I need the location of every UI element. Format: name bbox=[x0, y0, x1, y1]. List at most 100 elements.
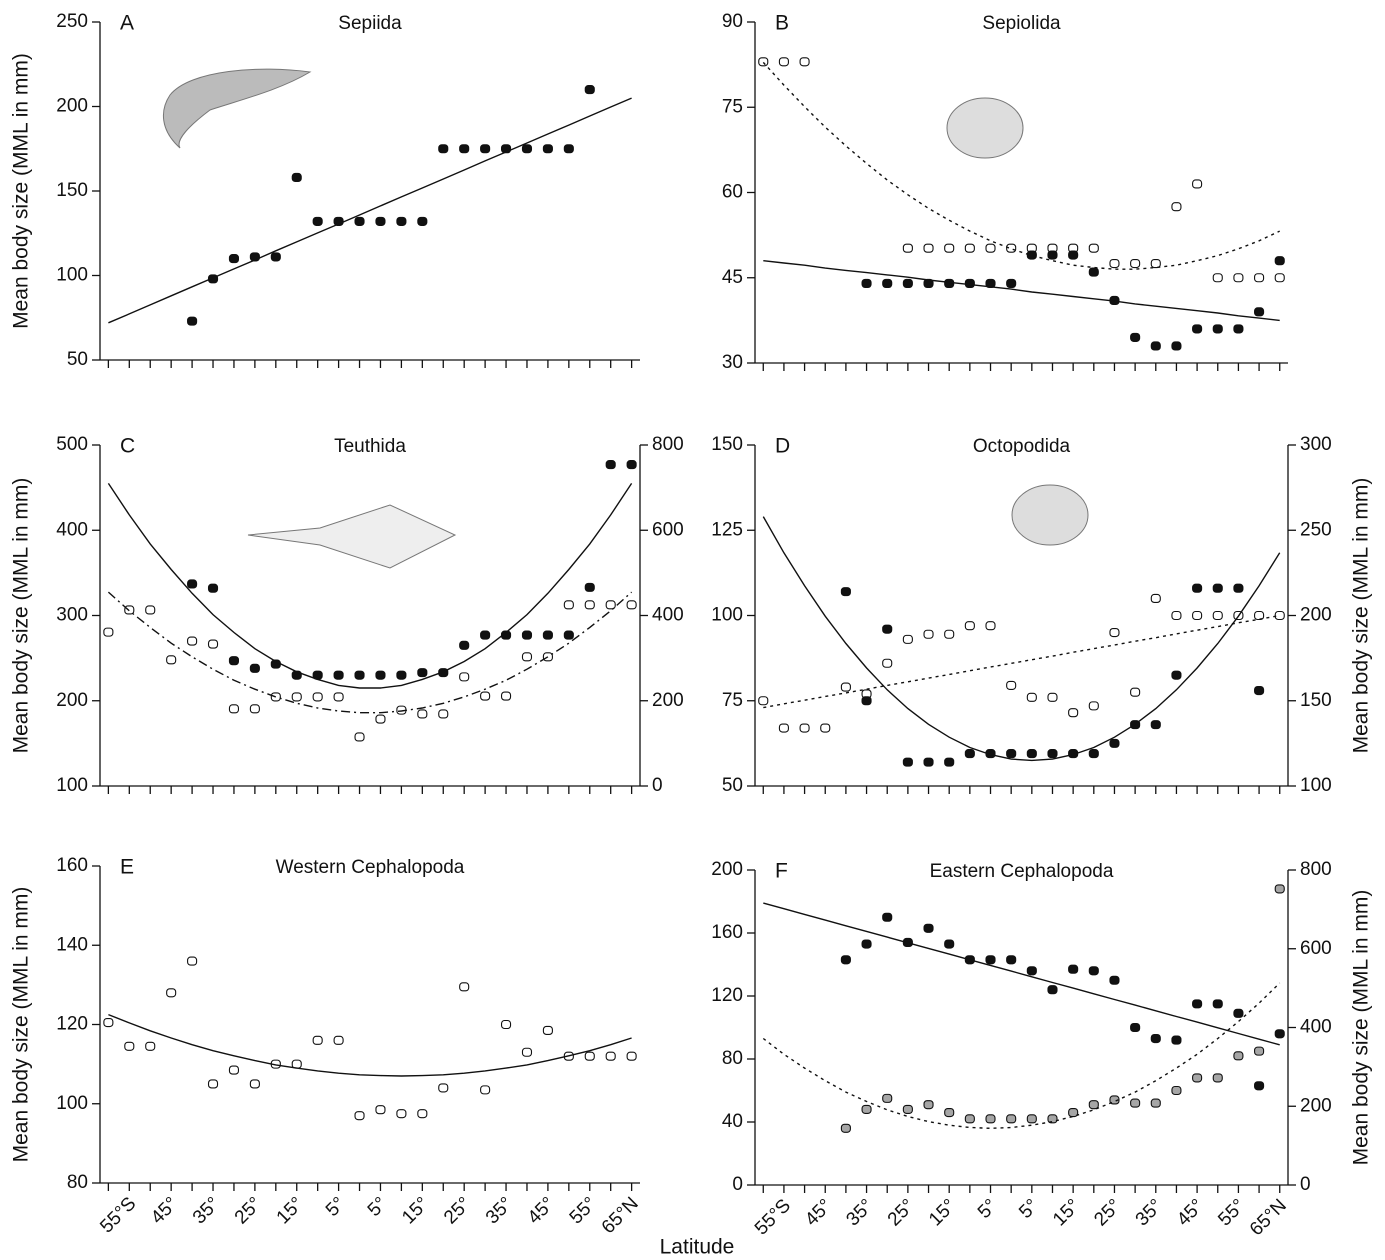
x-tick-label: 35° bbox=[1132, 1195, 1167, 1230]
y2-tick-label: 250 bbox=[1300, 519, 1332, 540]
illustrations bbox=[162, 68, 1089, 569]
data-point bbox=[312, 1035, 323, 1045]
data-point bbox=[778, 723, 789, 733]
data-point bbox=[1254, 273, 1265, 283]
data-point bbox=[584, 582, 595, 592]
y2-tick-label: 400 bbox=[652, 605, 684, 626]
fit-line bbox=[762, 61, 1280, 270]
data-point bbox=[187, 316, 198, 326]
data-point bbox=[605, 600, 616, 610]
data-point bbox=[333, 692, 344, 702]
data-point bbox=[124, 1041, 135, 1051]
y-tick-label: 160 bbox=[56, 855, 88, 876]
y-tick-label: 80 bbox=[722, 1048, 743, 1069]
data-point bbox=[840, 955, 851, 965]
panel-letter: D bbox=[775, 435, 790, 458]
data-point bbox=[1192, 583, 1203, 593]
data-point bbox=[1192, 999, 1203, 1009]
data-point bbox=[396, 670, 407, 680]
y-axis-label: Mean body size (MML in mm) bbox=[10, 887, 33, 1163]
y-tick-label: 300 bbox=[56, 605, 88, 626]
data-point bbox=[417, 668, 428, 678]
data-point bbox=[1026, 966, 1037, 976]
data-point bbox=[1171, 610, 1182, 621]
data-point bbox=[584, 85, 595, 95]
data-point bbox=[375, 216, 386, 226]
data-point bbox=[500, 1019, 512, 1030]
data-point bbox=[1233, 324, 1244, 334]
data-point bbox=[944, 1108, 955, 1118]
data-point bbox=[944, 243, 955, 253]
data-point bbox=[882, 278, 893, 288]
data-point bbox=[354, 216, 365, 226]
data-point bbox=[459, 640, 470, 650]
data-point bbox=[902, 278, 913, 288]
sepiolid-drawing bbox=[946, 97, 1024, 159]
data-point bbox=[923, 757, 934, 767]
panel-title: Eastern Cephalopoda bbox=[930, 861, 1114, 882]
panel-title: Teuthida bbox=[334, 436, 406, 457]
y-tick-label: 400 bbox=[56, 519, 88, 540]
data-point bbox=[1006, 955, 1017, 965]
data-point bbox=[1130, 1098, 1141, 1108]
data-point bbox=[1006, 680, 1017, 690]
data-point bbox=[249, 1079, 260, 1089]
data-point bbox=[521, 1047, 533, 1057]
data-point bbox=[459, 144, 470, 154]
y-tick-label: 75 bbox=[722, 96, 743, 117]
panel-title: Western Cephalopoda bbox=[276, 857, 465, 878]
squid-drawing bbox=[247, 504, 457, 569]
data-point bbox=[1254, 1081, 1265, 1091]
fit-line bbox=[108, 1013, 632, 1077]
data-point bbox=[145, 1041, 156, 1051]
y2-tick-label: 800 bbox=[652, 434, 684, 455]
data-point bbox=[902, 1104, 913, 1114]
data-point bbox=[1068, 708, 1079, 718]
y2-tick-label: 150 bbox=[1300, 690, 1332, 711]
y2-tick-label: 0 bbox=[1300, 1174, 1311, 1195]
x-tick-label: 15° bbox=[1049, 1195, 1084, 1230]
data-point bbox=[964, 621, 975, 631]
x-tick-label: 25° bbox=[884, 1195, 919, 1230]
data-point bbox=[902, 757, 913, 767]
data-point bbox=[923, 1100, 934, 1110]
data-point bbox=[1026, 250, 1037, 260]
data-point bbox=[1233, 1008, 1244, 1018]
data-point bbox=[187, 956, 198, 966]
data-point bbox=[417, 1109, 428, 1119]
data-point bbox=[333, 670, 344, 680]
fit-line bbox=[762, 982, 1281, 1130]
fit-line bbox=[107, 483, 633, 689]
data-point bbox=[1047, 985, 1058, 995]
data-point bbox=[1109, 738, 1120, 748]
data-point bbox=[480, 144, 491, 154]
data-point bbox=[882, 912, 893, 922]
data-point bbox=[1026, 1114, 1037, 1124]
data-point bbox=[964, 243, 975, 253]
data-point bbox=[882, 624, 893, 634]
y-tick-label: 140 bbox=[56, 934, 88, 955]
data-point bbox=[1212, 324, 1223, 334]
y-tick-label: 150 bbox=[711, 434, 743, 455]
data-point bbox=[1130, 258, 1141, 269]
x-tick-label: 65°N bbox=[598, 1193, 643, 1238]
data-point bbox=[1150, 1033, 1161, 1044]
y-tick-label: 160 bbox=[711, 922, 743, 943]
y2-axis-label: Mean body size (MML in mm) bbox=[1350, 890, 1373, 1166]
data-point bbox=[1171, 341, 1182, 351]
data-point bbox=[1150, 593, 1161, 604]
data-point bbox=[902, 243, 913, 253]
data-point bbox=[1047, 1114, 1058, 1124]
y2-tick-label: 200 bbox=[1300, 1095, 1332, 1116]
data-point bbox=[985, 955, 996, 965]
data-point bbox=[480, 1085, 491, 1095]
x-tick-label: 15° bbox=[273, 1193, 308, 1228]
data-point bbox=[1109, 1095, 1120, 1105]
data-point bbox=[375, 714, 386, 724]
data-point bbox=[1192, 610, 1203, 621]
data-point bbox=[354, 732, 365, 742]
data-point bbox=[542, 1025, 553, 1035]
x-tick-label: 65°N bbox=[1246, 1195, 1291, 1240]
panel-letter: F bbox=[775, 860, 788, 883]
x-tick-label: 55°S bbox=[96, 1193, 140, 1237]
